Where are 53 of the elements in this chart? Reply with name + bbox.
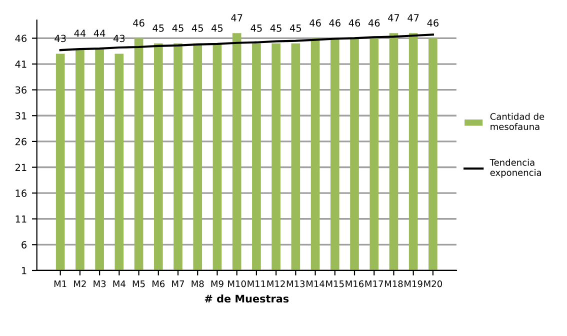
y-tick-label: 11	[16, 215, 26, 223]
data-label: 47	[388, 14, 400, 22]
data-label: 45	[152, 24, 164, 32]
y-tick-label: 31	[16, 112, 26, 120]
x-tick-label: M2	[74, 280, 86, 288]
legend-label: Tendencia exponencia	[490, 158, 542, 178]
y-tick-label: 36	[16, 86, 27, 94]
x-tick-label: M16	[346, 280, 364, 288]
x-tick-label: M1	[54, 280, 66, 288]
data-label: 44	[94, 30, 106, 37]
data-label: 46	[133, 19, 144, 27]
data-label: 45	[290, 24, 302, 32]
data-label: 47	[231, 14, 242, 22]
x-tick-label: M13	[286, 280, 305, 288]
x-tick-label: M10	[228, 280, 246, 288]
x-tick-label: M17	[365, 280, 383, 288]
data-label: 45	[250, 24, 262, 32]
data-label: 45	[212, 24, 223, 32]
data-label: 43	[54, 34, 66, 42]
x-axis-title: # de Muestras	[204, 294, 289, 303]
data-label: 46	[368, 19, 380, 27]
data-label: 47	[408, 14, 419, 22]
y-tick-label: 21	[15, 164, 26, 171]
data-label: 46	[427, 19, 439, 27]
x-tick-label: M19	[404, 280, 422, 288]
y-tick-label: 26	[15, 138, 27, 146]
data-label: 44	[74, 30, 86, 37]
data-label: 45	[192, 24, 203, 32]
data-label: 46	[348, 19, 360, 27]
x-tick-label: M15	[326, 280, 344, 288]
x-tick-label: M7	[172, 280, 184, 288]
x-tick-label: M3	[94, 280, 106, 288]
x-tick-label: M11	[248, 280, 266, 288]
x-tick-label: M5	[132, 280, 145, 288]
x-tick-label: M8	[192, 280, 204, 288]
y-tick-label: 6	[22, 241, 27, 249]
y-tick-label: 46	[15, 34, 27, 42]
data-label: 45	[172, 24, 184, 32]
x-tick-label: M6	[152, 280, 165, 288]
y-tick-label: 1	[22, 267, 26, 274]
x-tick-label: M18	[384, 280, 403, 288]
x-tick-label: M4	[113, 280, 126, 288]
data-label: 46	[310, 19, 321, 27]
legend-label: Cantidad de mesofauna	[490, 112, 544, 130]
y-tick-label: 41	[15, 60, 26, 68]
data-label: 43	[113, 34, 125, 42]
x-tick-label: M14	[306, 280, 324, 288]
data-label: 45	[270, 24, 282, 32]
x-tick-label: M9	[211, 280, 224, 288]
data-label: 46	[329, 19, 340, 27]
x-tick-label: M20	[424, 280, 442, 288]
x-tick-label: M12	[267, 280, 285, 288]
y-tick-label: 16	[16, 190, 27, 197]
